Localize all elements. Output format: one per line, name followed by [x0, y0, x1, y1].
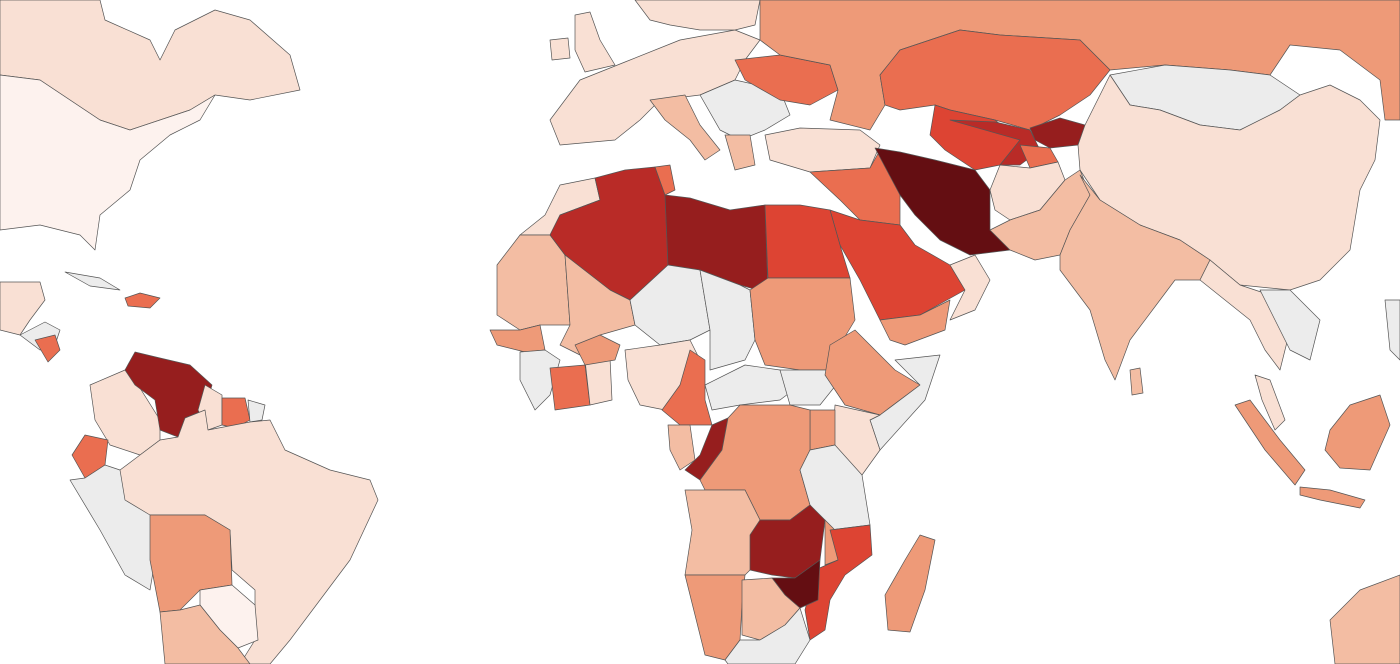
region-philippines[interactable] — [1384, 299, 1400, 361]
region-cuba[interactable] — [64, 271, 121, 291]
region-oman[interactable] — [949, 254, 991, 321]
region-haiti-dr[interactable] — [124, 292, 161, 309]
region-madagascar[interactable] — [884, 534, 936, 633]
region-niger[interactable] — [629, 264, 711, 346]
region-senegal-guinea[interactable] — [489, 324, 546, 353]
region-iraq-syria[interactable] — [809, 149, 901, 226]
region-uk[interactable] — [574, 11, 616, 73]
region-myanmar-thailand[interactable] — [1199, 259, 1291, 371]
region-south-sudan[interactable] — [779, 369, 841, 406]
region-turkey[interactable] — [764, 127, 881, 173]
region-australia[interactable] — [1329, 574, 1400, 664]
region-chad[interactable] — [699, 269, 756, 371]
region-nicaragua[interactable] — [34, 334, 61, 363]
region-yemen[interactable] — [879, 299, 951, 346]
region-scandinavia[interactable] — [634, 0, 761, 31]
region-ivory-coast[interactable] — [549, 364, 591, 411]
region-ecuador[interactable] — [71, 434, 109, 479]
region-italy[interactable] — [649, 94, 721, 161]
region-greece[interactable] — [724, 134, 756, 171]
region-sumatra[interactable] — [1234, 399, 1306, 486]
region-tunisia[interactable] — [654, 164, 676, 196]
region-balkans[interactable] — [699, 79, 791, 141]
region-kazakhstan[interactable] — [879, 29, 1111, 131]
region-mexico[interactable] — [0, 281, 46, 336]
region-malaysia[interactable] — [1254, 374, 1286, 431]
region-cameroon[interactable] — [661, 349, 713, 426]
region-borneo[interactable] — [1324, 394, 1391, 471]
region-gabon[interactable] — [667, 424, 696, 471]
region-ireland[interactable] — [549, 37, 571, 61]
region-india[interactable] — [1059, 174, 1211, 381]
region-vietnam-laos[interactable] — [1259, 289, 1321, 361]
region-south-africa[interactable] — [724, 607, 811, 664]
region-java[interactable] — [1299, 486, 1366, 509]
region-burkina-faso[interactable] — [574, 334, 621, 366]
region-angola[interactable] — [684, 489, 761, 576]
region-french-guiana[interactable] — [247, 399, 266, 423]
region-west-africa-coast[interactable] — [519, 349, 561, 411]
region-sri-lanka[interactable] — [1129, 367, 1144, 396]
region-mozambique[interactable] — [804, 524, 873, 641]
region-argentina[interactable] — [159, 604, 251, 664]
region-usa[interactable] — [0, 74, 216, 251]
region-uganda[interactable] — [809, 409, 836, 451]
region-ghana-togo[interactable] — [584, 357, 613, 406]
region-western-sahara-mauritania[interactable] — [496, 234, 571, 331]
